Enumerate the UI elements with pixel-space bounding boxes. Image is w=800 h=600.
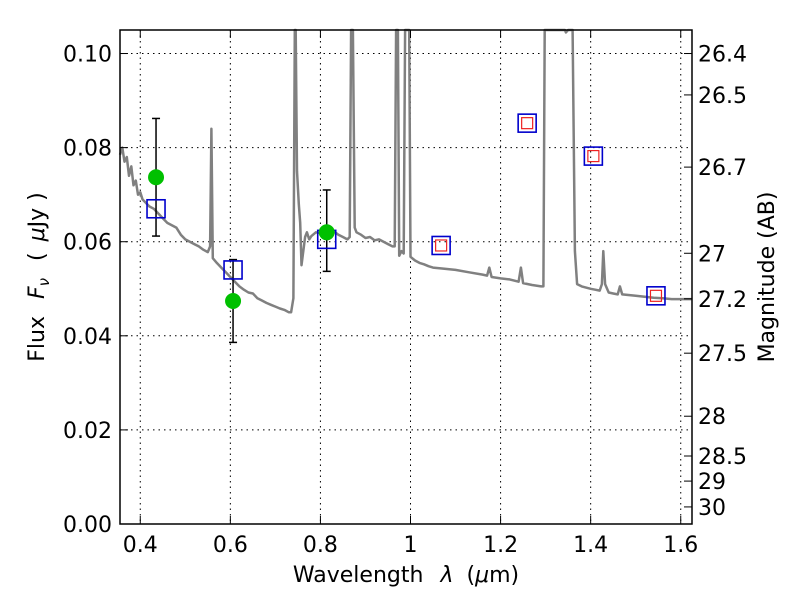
y-axis-symbol: F	[25, 286, 50, 299]
predicted-band-flux-square	[587, 149, 600, 163]
magnitude-tick-label: 26.7	[698, 156, 747, 181]
x-axis-unit-rest: m)	[489, 563, 519, 588]
magnitude-tick-label: 27	[698, 242, 726, 267]
y-tick-label: 0.00	[63, 513, 112, 538]
y-axis-unit-mu: μ	[25, 227, 50, 242]
magnitude-tick-label: 29	[698, 470, 726, 495]
magnitude-axis-title: Magnitude (AB)	[755, 192, 780, 363]
y-tick-label: 0.06	[63, 231, 112, 256]
grid-layer	[120, 30, 692, 525]
y-tick-label: 0.08	[63, 137, 112, 162]
magnitude-tick-label: 27.5	[698, 342, 747, 367]
x-tick-label: 1.2	[483, 533, 518, 558]
magnitude-tick-label: 26.5	[698, 84, 747, 109]
magnitude-tick-label: 30	[698, 496, 726, 521]
y-axis-subscript: ν	[35, 278, 53, 286]
plot-frame	[119, 29, 693, 525]
model-band-flux-square	[146, 198, 166, 219]
predicted-band-flux-square	[435, 239, 448, 252]
magnitude-tick-label: 27.2	[698, 288, 747, 313]
y-tick-label: 0.10	[63, 43, 112, 68]
magnitude-tick-label: 28.5	[698, 445, 747, 470]
magnitude-tick-label: 26.4	[698, 43, 747, 68]
ticks-layer: 0.4 0.6 0.8 1 1.2 1.4 1.6 0.00 0.02 0.04 0.06 0.08 0…	[63, 30, 747, 558]
observed-flux-point	[148, 169, 165, 186]
x-axis-label: Wavelength	[293, 563, 424, 588]
predicted-band-flux-square	[649, 289, 663, 302]
spectrum-layer	[118, 28, 692, 314]
x-tick-label: 0.6	[213, 533, 248, 558]
model-band-flux-square	[223, 260, 243, 280]
x-tick-label: 0.4	[123, 533, 158, 558]
model-band-flux-square	[517, 113, 537, 133]
observed-flux-point	[225, 292, 242, 309]
observed-flux-point	[318, 224, 335, 241]
model-band-flux-square	[431, 235, 451, 256]
x-tick-label: 0.8	[303, 533, 338, 558]
x-tick-label: 1.4	[573, 533, 608, 558]
y-axis-unit-rest: Jy )	[25, 192, 50, 229]
x-axis-title: Wavelength λ (μm)	[293, 563, 519, 588]
y-axis-label: Flux	[25, 316, 50, 362]
x-axis-unit-open: (	[466, 563, 475, 588]
model-band-flux-square	[646, 286, 666, 306]
y-axis-unit-open: (	[25, 252, 50, 261]
y-axis-title: Flux Fν ( μJy )	[25, 192, 55, 361]
x-axis-unit-mu: μ	[474, 563, 489, 588]
y-tick-label: 0.02	[63, 419, 112, 444]
x-tick-label: 1.6	[663, 533, 698, 558]
x-axis-symbol: λ	[439, 563, 453, 588]
model-spectrum-line	[118, 28, 692, 314]
predicted-band-flux-square	[521, 117, 534, 130]
points-layer	[146, 113, 666, 344]
model-band-flux-square	[583, 146, 604, 166]
x-tick-label: 1	[404, 533, 418, 558]
magnitude-tick-label: 28	[698, 405, 726, 430]
y-tick-label: 0.04	[63, 325, 112, 350]
